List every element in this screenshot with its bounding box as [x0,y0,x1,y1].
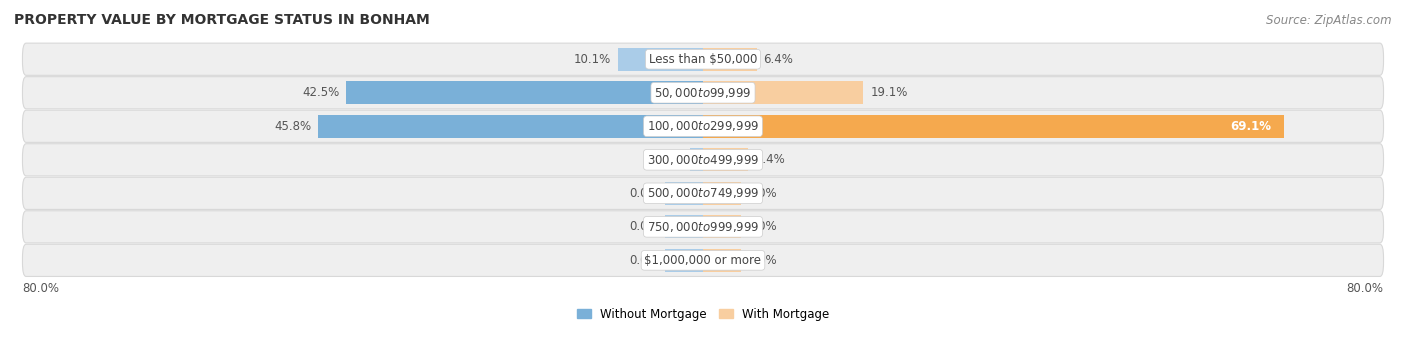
Bar [689,148,703,171]
Bar [703,81,863,104]
Text: $1,000,000 or more: $1,000,000 or more [644,254,762,267]
Bar [703,182,741,205]
Bar [703,115,1284,138]
Text: $50,000 to $99,999: $50,000 to $99,999 [654,86,752,100]
Text: 1.6%: 1.6% [652,153,683,166]
Text: Source: ZipAtlas.com: Source: ZipAtlas.com [1267,14,1392,27]
Text: 0.0%: 0.0% [748,220,778,233]
FancyBboxPatch shape [22,177,1384,209]
Text: 42.5%: 42.5% [302,86,339,99]
Text: 0.0%: 0.0% [628,220,658,233]
Text: PROPERTY VALUE BY MORTGAGE STATUS IN BONHAM: PROPERTY VALUE BY MORTGAGE STATUS IN BON… [14,13,430,27]
Bar [703,249,741,272]
Text: 69.1%: 69.1% [1230,120,1271,133]
FancyBboxPatch shape [22,43,1384,75]
Text: 6.4%: 6.4% [763,53,793,66]
Text: 19.1%: 19.1% [870,86,907,99]
Text: $750,000 to $999,999: $750,000 to $999,999 [647,220,759,234]
FancyBboxPatch shape [22,76,1384,109]
Bar [346,81,703,104]
FancyBboxPatch shape [22,211,1384,243]
Text: 80.0%: 80.0% [22,282,59,295]
Bar [619,48,703,71]
Bar [665,182,703,205]
Text: $300,000 to $499,999: $300,000 to $499,999 [647,153,759,167]
Text: 0.0%: 0.0% [628,187,658,200]
Text: $100,000 to $299,999: $100,000 to $299,999 [647,119,759,133]
Text: 80.0%: 80.0% [1347,282,1384,295]
Text: 5.4%: 5.4% [755,153,785,166]
Bar [703,216,741,238]
Text: 0.0%: 0.0% [628,254,658,267]
Text: 0.0%: 0.0% [748,187,778,200]
Text: $500,000 to $749,999: $500,000 to $749,999 [647,186,759,200]
Bar [665,216,703,238]
Text: 45.8%: 45.8% [274,120,312,133]
Text: Less than $50,000: Less than $50,000 [648,53,758,66]
FancyBboxPatch shape [22,144,1384,176]
Bar [665,249,703,272]
FancyBboxPatch shape [22,244,1384,276]
Bar [318,115,703,138]
Text: 10.1%: 10.1% [574,53,612,66]
Legend: Without Mortgage, With Mortgage: Without Mortgage, With Mortgage [572,303,834,325]
FancyBboxPatch shape [22,110,1384,142]
Text: 0.0%: 0.0% [748,254,778,267]
Bar [703,148,748,171]
Bar [703,48,756,71]
